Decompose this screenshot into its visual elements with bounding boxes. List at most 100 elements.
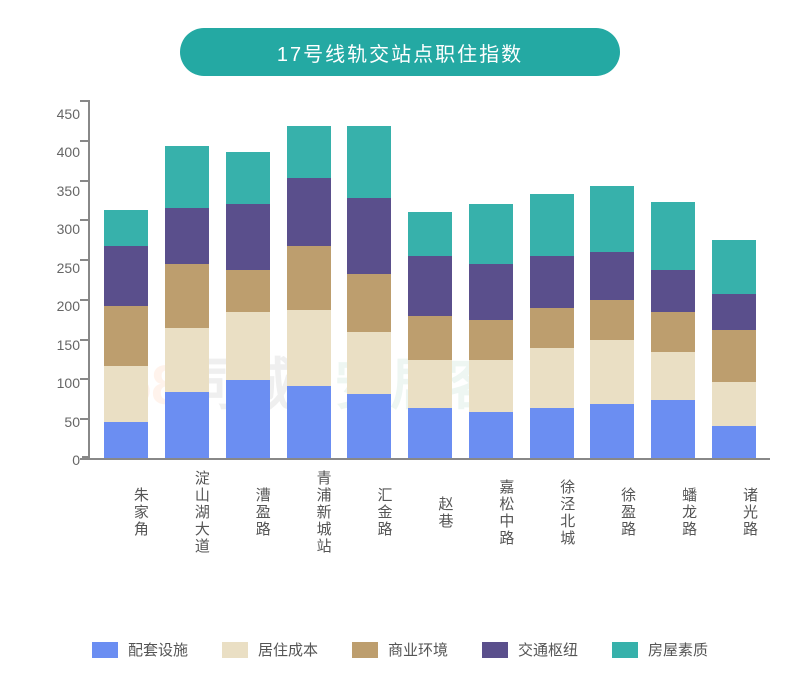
bar-segment [469, 360, 513, 412]
bar-segment [165, 146, 209, 208]
bar-column [707, 240, 760, 458]
chart-area: 58同城安居客 050100150200250300350400450 朱家角淀… [30, 100, 770, 520]
y-tick-mark [80, 219, 88, 221]
bar-column [525, 194, 578, 458]
legend-item: 商业环境 [352, 639, 448, 660]
x-tick-label: 蟠龙路 [646, 470, 699, 555]
chart-title: 17号线轨交站点职住指数 [277, 38, 523, 67]
bar-segment [712, 240, 756, 294]
bar-segment [651, 312, 695, 352]
x-tick-label: 嘉松中路 [463, 470, 516, 555]
x-tick-label: 漕盈路 [220, 470, 273, 555]
bar-column [100, 210, 153, 458]
plot-area [88, 100, 770, 460]
bar-segment [408, 212, 452, 256]
y-tick-mark [80, 418, 88, 420]
bar-segment [408, 360, 452, 408]
bar-segment [530, 256, 574, 308]
legend-item: 房屋素质 [612, 639, 708, 660]
bar-segment [226, 204, 270, 270]
legend-swatch [482, 642, 508, 658]
bar-segment [469, 412, 513, 458]
x-tick-label: 朱家角 [98, 470, 151, 555]
bar-segment [530, 408, 574, 458]
x-tick-label: 诸光路 [707, 470, 760, 555]
bar-segment [347, 126, 391, 198]
x-axis: 朱家角淀山湖大道漕盈路青浦新城站汇金路赵巷嘉松中路徐泾北城徐盈路蟠龙路诸光路 [88, 470, 770, 555]
x-tick-label: 赵巷 [403, 470, 456, 555]
bar-segment [408, 408, 452, 458]
x-tick-label: 徐泾北城 [524, 470, 577, 555]
bar-segment [651, 400, 695, 458]
legend-swatch [612, 642, 638, 658]
bar-segment [651, 270, 695, 312]
bar-column [586, 186, 639, 458]
legend-swatch [222, 642, 248, 658]
y-tick-mark [80, 140, 88, 142]
legend-swatch [352, 642, 378, 658]
bar-segment [165, 328, 209, 392]
bar-segment [530, 194, 574, 256]
y-tick-mark [80, 458, 88, 460]
legend-item: 居住成本 [222, 639, 318, 660]
bar-segment [530, 348, 574, 408]
y-tick-mark [80, 299, 88, 301]
bar-segment [165, 392, 209, 458]
bar-segment [590, 404, 634, 458]
bar-segment [651, 202, 695, 270]
legend-label: 交通枢纽 [518, 639, 578, 660]
bar-segment [530, 308, 574, 348]
bar-segment [287, 126, 331, 178]
bar-segment [469, 264, 513, 320]
bar-segment [104, 306, 148, 366]
bar-segment [287, 178, 331, 246]
x-tick-label: 青浦新城站 [281, 470, 334, 555]
y-tick-mark [80, 339, 88, 341]
bar-segment [226, 380, 270, 458]
bar-segment [104, 246, 148, 306]
bar-segment [104, 422, 148, 458]
legend-label: 房屋素质 [648, 639, 708, 660]
y-tick-mark [80, 100, 88, 102]
bar-segment [287, 310, 331, 386]
bar-segment [408, 316, 452, 360]
bar-segment [347, 274, 391, 332]
bar-segment [104, 210, 148, 246]
bar-segment [347, 332, 391, 394]
legend: 配套设施 居住成本 商业环境 交通枢纽 房屋素质 [0, 639, 800, 660]
bar-column [464, 204, 517, 458]
bar-segment [712, 294, 756, 330]
bar-segment [408, 256, 452, 316]
bar-column [404, 212, 457, 458]
bar-segment [712, 382, 756, 426]
bar-segment [469, 320, 513, 360]
legend-swatch [92, 642, 118, 658]
bar-column [282, 126, 335, 458]
y-tick-marks [80, 100, 88, 460]
bar-segment [651, 352, 695, 400]
legend-item: 配套设施 [92, 639, 188, 660]
bar-segment [226, 312, 270, 380]
bar-segment [590, 252, 634, 300]
legend-label: 商业环境 [388, 639, 448, 660]
bar-column [161, 146, 214, 458]
y-tick-mark [80, 259, 88, 261]
bar-column [647, 202, 700, 458]
bar-segment [165, 264, 209, 328]
bar-segment [104, 366, 148, 422]
bar-segment [712, 426, 756, 458]
bar-column [343, 126, 396, 458]
bar-segment [287, 386, 331, 458]
y-tick-mark [80, 378, 88, 380]
bar-segment [347, 394, 391, 458]
bar-segment [712, 330, 756, 382]
x-tick-label: 淀山湖大道 [159, 470, 212, 555]
bar-segment [226, 152, 270, 204]
legend-item: 交通枢纽 [482, 639, 578, 660]
bar-segment [347, 198, 391, 274]
bar-segment [287, 246, 331, 310]
bar-segment [165, 208, 209, 264]
bar-segment [469, 204, 513, 264]
bar-segment [590, 300, 634, 340]
legend-label: 居住成本 [258, 639, 318, 660]
